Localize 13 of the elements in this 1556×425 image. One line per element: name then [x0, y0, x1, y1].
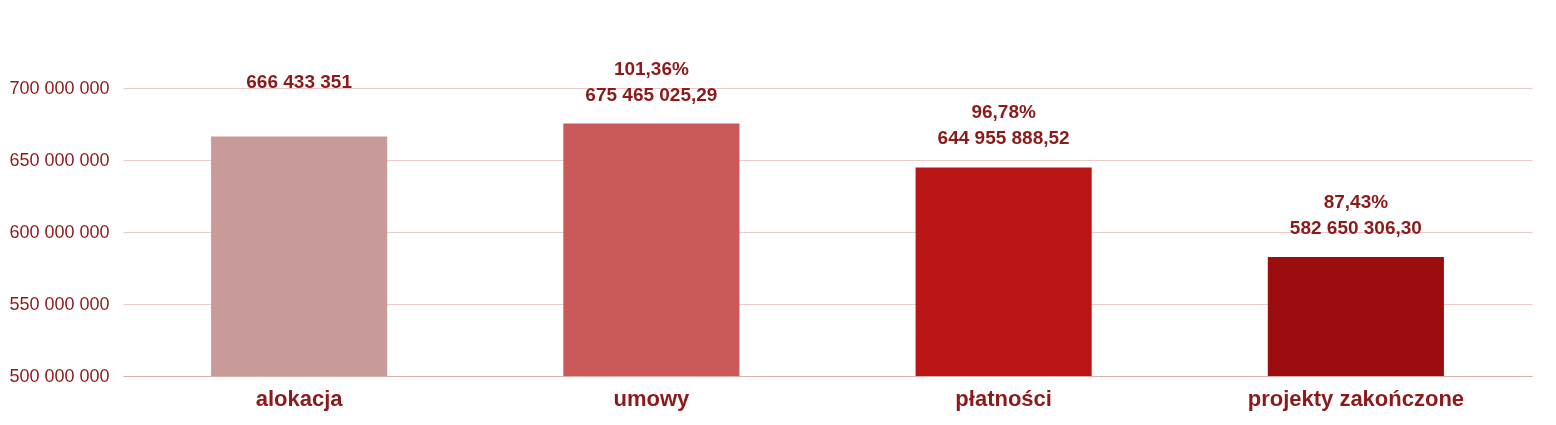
- y-tick-label: 700 000 000: [9, 77, 110, 98]
- data-label: 666 433 351: [246, 70, 353, 92]
- data-label: 87,43% 582 650 306,30: [1289, 191, 1422, 239]
- data-label: 101,36% 675 465 025,29: [585, 57, 718, 105]
- data-label: 96,78% 644 955 888,52: [937, 101, 1070, 149]
- x-tick-label: płatności: [955, 385, 1052, 411]
- x-tick-label: alokacja: [255, 385, 344, 411]
- x-tick-label: projekty zakończone: [1247, 385, 1465, 411]
- x-tick-label: umowy: [613, 385, 691, 411]
- y-tick-label: 500 000 000: [9, 365, 110, 386]
- y-tick-label: 550 000 000: [9, 293, 110, 314]
- y-tick-label: 600 000 000: [9, 221, 110, 242]
- y-tick-label: 650 000 000: [9, 149, 110, 170]
